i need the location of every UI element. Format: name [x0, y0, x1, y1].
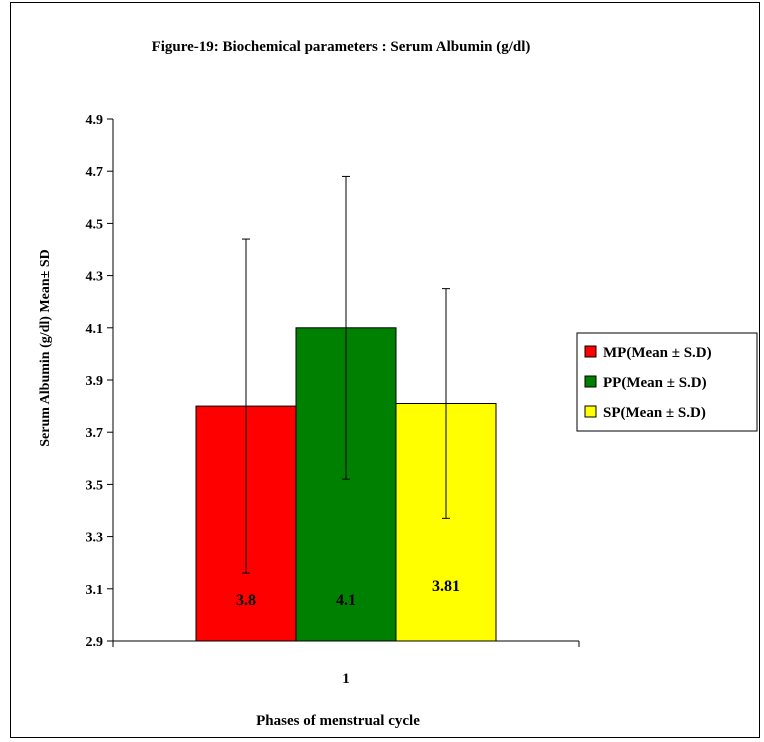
bar-chart: Figure-19: Biochemical parameters : Seru… — [38, 39, 758, 729]
y-tick-label: 4.7 — [86, 165, 104, 180]
y-tick-label: 3.9 — [86, 374, 104, 389]
data-label: 3.81 — [432, 578, 460, 595]
y-tick-label: 3.3 — [86, 531, 104, 546]
y-tick-label: 3.1 — [86, 583, 104, 598]
x-tick-label: 1 — [342, 671, 350, 687]
data-label: 4.1 — [336, 592, 356, 609]
legend-label: SP(Mean ± S.D) — [603, 405, 706, 421]
plot-layer: 2.9 3.1 3.3 3.5 3.7 3.9 4.1 4.3 4.5 4.7 4.9 1 3.8 4.1… — [86, 113, 580, 687]
data-label: 3.8 — [236, 592, 256, 609]
chart-title: Figure-19: Biochemical parameters : Seru… — [152, 39, 531, 55]
legend: MP(Mean ± S.D) PP(Mean ± S.D) SP(Mean ± S.… — [576, 332, 758, 432]
legend-box — [576, 332, 758, 432]
y-tick-label: 4.9 — [86, 113, 104, 128]
legend-swatch — [584, 405, 597, 418]
legend-swatch — [584, 375, 597, 388]
y-tick-label: 4.3 — [86, 270, 104, 285]
x-axis-label: Phases of menstrual cycle — [256, 713, 420, 729]
y-tick-label: 2.9 — [86, 635, 104, 650]
legend-label: MP(Mean ± S.D) — [603, 345, 712, 361]
chart-area: Figure-19: Biochemical parameters : Seru… — [10, 2, 760, 738]
y-tick-label: 3.5 — [86, 478, 104, 493]
legend-swatch — [584, 345, 597, 358]
legend-label: PP(Mean ± S.D) — [603, 375, 707, 391]
y-tick-label: 4.1 — [86, 322, 104, 337]
y-axis-label: Serum Albumin (g/dl) Mean± SD — [38, 249, 53, 446]
y-tick-label: 3.7 — [86, 426, 104, 441]
y-tick-label: 4.5 — [86, 217, 104, 232]
